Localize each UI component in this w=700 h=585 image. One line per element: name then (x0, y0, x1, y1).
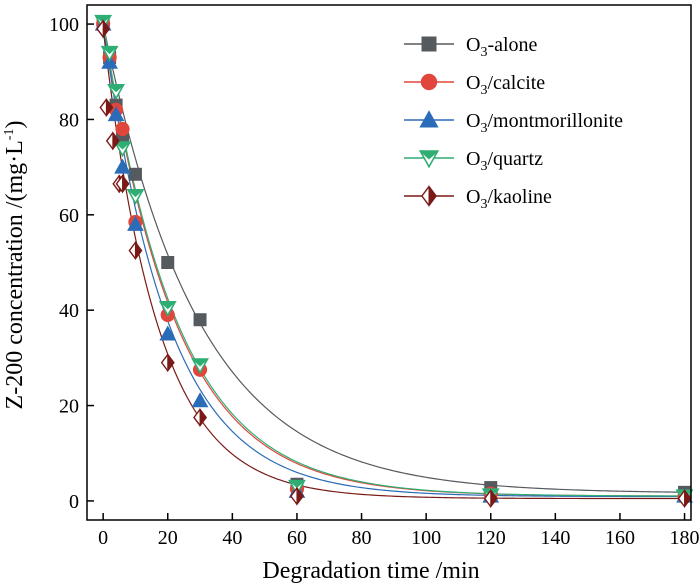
data-point (105, 131, 120, 151)
legend-marker (421, 36, 437, 52)
data-point (289, 486, 304, 506)
legend-marker (419, 110, 439, 128)
y-tick-label: 40 (59, 300, 79, 322)
legend: O3-alone O3/calcite O3/montmorillonite O3/q… (404, 34, 623, 212)
data-point (160, 353, 175, 373)
legend-label: O3/montmorillonite (466, 110, 623, 136)
fit-curve-5 (102, 28, 685, 500)
data-point (107, 106, 125, 122)
fit-curve-3 (102, 23, 685, 498)
x-tick-label: 80 (352, 527, 372, 549)
x-tick-label: 100 (411, 527, 441, 549)
legend-marker (420, 73, 438, 91)
x-axis-title: Degradation time /min (262, 558, 479, 584)
data-point (114, 158, 131, 174)
legend-label: O3/kaoline (466, 186, 552, 212)
data-point (115, 121, 130, 137)
data-point (193, 313, 207, 327)
axes: 0 20 40 60 80 100 120 140 160 180 0 20 40 60 80 100 (49, 4, 700, 549)
data-point (96, 19, 111, 39)
data-point (161, 256, 175, 269)
fit-curves (102, 21, 685, 500)
y-tick-label: 20 (59, 396, 79, 418)
data-point (100, 45, 119, 62)
plot-frame (86, 4, 692, 521)
y-axis-title-close: ) (2, 121, 28, 129)
data-point (191, 392, 209, 408)
y-tick-label: 60 (59, 205, 79, 227)
legend-label: O3/quartz (466, 148, 543, 174)
x-tick-label: 60 (287, 527, 307, 549)
data-point (159, 325, 177, 341)
y-tick-label: 100 (49, 14, 79, 36)
data-point (99, 97, 114, 118)
data-point (113, 141, 132, 158)
data-point (128, 167, 142, 181)
legend-label: O3/calcite (466, 72, 545, 98)
x-tick-label: 20 (158, 527, 178, 549)
data-point (115, 174, 130, 194)
x-tick-label: 40 (222, 527, 242, 549)
data-point (677, 488, 692, 509)
y-axis-title: Z-200 concentration /(mg·L-1) (2, 121, 28, 410)
legend-marker (421, 185, 437, 207)
data-point (127, 215, 144, 231)
data-point (193, 407, 207, 428)
legend-marker (418, 150, 440, 169)
y-tick-label: 0 (69, 491, 79, 513)
data-point (107, 84, 125, 100)
data-point (158, 301, 177, 317)
data-point (191, 358, 209, 375)
x-tick-label: 120 (476, 527, 506, 549)
data-markers (94, 14, 694, 509)
x-tick-label: 180 (670, 527, 700, 549)
y-axis-title-main: Z-200 concentration /(mg·L (2, 140, 28, 409)
fit-curve-4 (102, 21, 685, 497)
y-tick-label: 80 (59, 109, 79, 131)
y-axis-title-sup: -1 (2, 129, 17, 141)
fit-curve-2 (102, 23, 685, 497)
x-tick-label: 140 (540, 527, 570, 549)
fit-curve-1 (102, 23, 685, 493)
data-point (126, 188, 145, 205)
data-point (128, 240, 143, 261)
data-point (483, 488, 498, 509)
x-tick-label: 0 (98, 527, 108, 549)
x-tick-label: 160 (605, 527, 635, 549)
legend-label: O3-alone (466, 34, 538, 60)
